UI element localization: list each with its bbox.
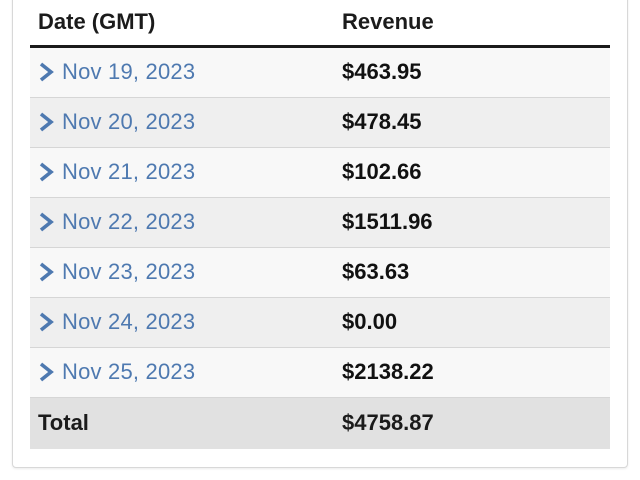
chevron-right-icon[interactable]: [38, 262, 54, 282]
date-cell: Nov 25, 2023: [30, 347, 334, 398]
revenue-cell: $0.00: [334, 297, 610, 348]
revenue-cell: $2138.22: [334, 347, 610, 398]
date-cell: Nov 20, 2023: [30, 97, 334, 148]
revenue-cell: $1511.96: [334, 197, 610, 248]
chevron-right-icon[interactable]: [38, 112, 54, 132]
chevron-right-icon[interactable]: [38, 362, 54, 382]
revenue-amount: $102.66: [342, 159, 422, 184]
table-row[interactable]: Nov 22, 2023 $1511.96: [30, 197, 610, 248]
table-row[interactable]: Nov 20, 2023 $478.45: [30, 97, 610, 148]
table-row[interactable]: Nov 23, 2023 $63.63: [30, 247, 610, 298]
table-header-row: Date (GMT) Revenue: [30, 0, 610, 48]
revenue-amount: $63.63: [342, 259, 410, 284]
date-cell: Nov 21, 2023: [30, 147, 334, 198]
revenue-cell: $463.95: [334, 46, 610, 98]
chevron-right-icon[interactable]: [38, 212, 54, 232]
chevron-right-icon[interactable]: [38, 62, 54, 82]
revenue-amount: $463.95: [342, 59, 422, 84]
revenue-amount: $0.00: [342, 309, 398, 334]
revenue-amount: $1511.96: [342, 209, 433, 234]
date-link[interactable]: Nov 21, 2023: [62, 159, 196, 184]
column-header-revenue[interactable]: Revenue: [334, 0, 610, 48]
date-link[interactable]: Nov 22, 2023: [62, 209, 196, 234]
revenue-cell: $63.63: [334, 247, 610, 298]
table-row[interactable]: Nov 19, 2023 $463.95: [30, 46, 610, 98]
date-link[interactable]: Nov 25, 2023: [62, 359, 196, 384]
total-amount: $4758.87: [334, 397, 610, 449]
date-cell: Nov 22, 2023: [30, 197, 334, 248]
total-row: Total $4758.87: [30, 397, 610, 449]
table-row[interactable]: Nov 25, 2023 $2138.22: [30, 347, 610, 398]
revenue-cell: $478.45: [334, 97, 610, 148]
date-link[interactable]: Nov 23, 2023: [62, 259, 196, 284]
revenue-amount: $2138.22: [342, 359, 434, 384]
date-cell: Nov 24, 2023: [30, 297, 334, 348]
revenue-amount: $478.45: [342, 109, 422, 134]
column-header-date[interactable]: Date (GMT): [30, 0, 334, 48]
revenue-table: Date (GMT) Revenue Nov 19, 2023 $463.95 …: [30, 0, 610, 449]
table-row[interactable]: Nov 24, 2023 $0.00: [30, 297, 610, 348]
total-label: Total: [30, 397, 334, 449]
date-link[interactable]: Nov 19, 2023: [62, 59, 196, 84]
chevron-right-icon[interactable]: [38, 312, 54, 332]
date-link[interactable]: Nov 24, 2023: [62, 309, 196, 334]
date-cell: Nov 19, 2023: [30, 46, 334, 98]
date-link[interactable]: Nov 20, 2023: [62, 109, 196, 134]
date-cell: Nov 23, 2023: [30, 247, 334, 298]
revenue-cell: $102.66: [334, 147, 610, 198]
chevron-right-icon[interactable]: [38, 162, 54, 182]
table-row[interactable]: Nov 21, 2023 $102.66: [30, 147, 610, 198]
